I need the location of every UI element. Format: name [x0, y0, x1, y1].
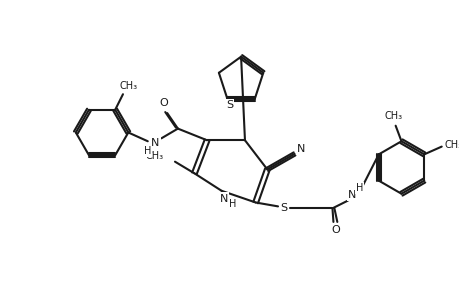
Text: CH₃: CH₃ [119, 81, 138, 92]
Text: CH₃: CH₃ [384, 111, 402, 121]
Text: O: O [159, 98, 168, 108]
Text: O: O [330, 225, 339, 235]
Text: S: S [280, 203, 287, 213]
Text: S: S [225, 100, 232, 110]
Text: N: N [347, 190, 355, 200]
Text: H: H [355, 183, 363, 193]
Text: CH₃: CH₃ [145, 151, 163, 161]
Text: H: H [144, 146, 151, 156]
Text: CH₃: CH₃ [443, 140, 459, 150]
Text: N: N [219, 194, 227, 204]
Text: N: N [297, 144, 305, 154]
Text: N: N [151, 138, 159, 148]
Text: H: H [228, 200, 235, 209]
